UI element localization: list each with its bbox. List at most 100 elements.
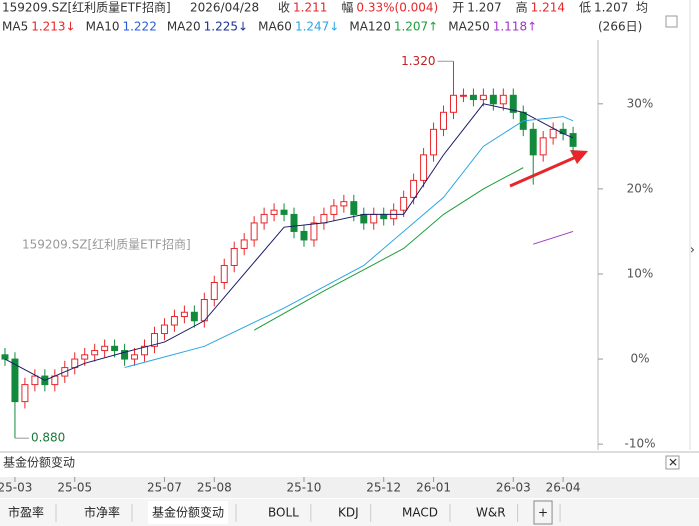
y-tick-label: 20% bbox=[627, 181, 654, 195]
candle-body bbox=[250, 222, 258, 241]
x-tick-label: 25-08 bbox=[197, 481, 232, 495]
ma-value: 1.207↑ bbox=[394, 20, 438, 34]
field-label: 低 bbox=[579, 1, 591, 15]
ma-line bbox=[533, 230, 574, 245]
candle-body bbox=[320, 213, 328, 224]
candle-body bbox=[141, 345, 149, 356]
tab[interactable]: MACD bbox=[402, 506, 438, 520]
period: (266日) bbox=[598, 20, 642, 34]
candle-body bbox=[131, 354, 139, 360]
panel-close[interactable] bbox=[665, 455, 680, 470]
field-label: 幅 bbox=[341, 0, 353, 15]
tab[interactable]: + bbox=[538, 506, 548, 520]
ma-name: MA5 bbox=[2, 20, 28, 34]
y-tick-label: -10% bbox=[624, 437, 655, 451]
date: 2026/04/28 bbox=[190, 1, 259, 15]
candle-body bbox=[101, 345, 109, 352]
panel-close-icon[interactable]: ✕ bbox=[668, 456, 678, 470]
candle-body bbox=[499, 94, 507, 105]
tab[interactable]: 市盈率 bbox=[8, 505, 44, 520]
ma-value: 1.222 bbox=[122, 20, 156, 34]
candle-body bbox=[1, 354, 9, 360]
candle-body bbox=[111, 345, 119, 352]
expand-arrow[interactable]: › bbox=[690, 243, 695, 257]
candle-body bbox=[360, 213, 368, 224]
candle-body bbox=[410, 179, 418, 198]
watermark: 159209.SZ[红利质量ETF招商] bbox=[22, 237, 191, 252]
candle-body bbox=[280, 209, 288, 215]
candle-body bbox=[220, 264, 228, 283]
candle-body bbox=[569, 133, 577, 147]
candle-body bbox=[190, 311, 198, 322]
trend-arrow bbox=[509, 150, 588, 188]
ma-value: 1.225↓ bbox=[204, 20, 248, 34]
field-value: 0.33%(0.004) bbox=[356, 1, 438, 15]
ma-name: MA10 bbox=[86, 20, 120, 34]
candle-body bbox=[260, 213, 268, 224]
candle-body bbox=[81, 354, 89, 360]
x-tick-label: 25-07 bbox=[147, 481, 182, 495]
ma-line bbox=[253, 167, 524, 331]
candle-body bbox=[440, 111, 448, 130]
ma-line bbox=[124, 116, 574, 369]
low-label: 0.880 bbox=[31, 431, 65, 445]
tab[interactable]: 市净率 bbox=[84, 505, 120, 520]
x-tick-label: 25-10 bbox=[287, 481, 322, 495]
code: 159209.SZ[红利质量ETF招商] bbox=[2, 0, 171, 15]
candle-body bbox=[21, 384, 29, 403]
tab-active[interactable] bbox=[148, 501, 229, 524]
candle-body bbox=[91, 350, 99, 356]
candle-body bbox=[400, 196, 408, 211]
candle-body bbox=[150, 333, 158, 347]
y-tick-label: 10% bbox=[627, 266, 654, 280]
arrow-head bbox=[570, 150, 588, 164]
date-strip bbox=[0, 477, 699, 498]
candle-body bbox=[459, 94, 467, 97]
ma-value: 1.247↓ bbox=[295, 20, 339, 34]
candle-body bbox=[370, 213, 378, 224]
x-tick-label: 26-03 bbox=[496, 481, 531, 495]
ma-name: MA60 bbox=[258, 20, 292, 34]
candle-body bbox=[529, 128, 537, 156]
ma-line bbox=[4, 103, 574, 381]
field-value: 1.207 bbox=[467, 1, 501, 15]
candle-body bbox=[180, 311, 188, 318]
tab[interactable]: KDJ bbox=[338, 506, 359, 520]
candle-body bbox=[240, 239, 248, 249]
field-value: 1.214 bbox=[531, 1, 565, 15]
candle-body bbox=[11, 358, 19, 403]
extra-field: 均 bbox=[636, 1, 648, 15]
candle-body bbox=[449, 94, 457, 113]
high-label: 1.320 bbox=[401, 54, 435, 68]
field-value: 1.211 bbox=[293, 1, 327, 15]
checkbox[interactable] bbox=[665, 15, 678, 28]
arrow-shaft bbox=[509, 155, 577, 188]
candle-body bbox=[270, 209, 278, 215]
candle-body bbox=[160, 324, 168, 335]
tab[interactable]: BOLL bbox=[268, 506, 299, 520]
tab-frame[interactable] bbox=[533, 500, 553, 525]
tab[interactable]: 基金份额变动 bbox=[152, 505, 224, 520]
x-tick-label: 26-04 bbox=[546, 481, 581, 495]
y-tick-label: 30% bbox=[627, 96, 654, 110]
panel-title: 基金份额变动 bbox=[3, 455, 75, 470]
candle-body bbox=[340, 201, 348, 207]
candle-body bbox=[300, 230, 308, 241]
x-tick-label: 25-03 bbox=[0, 481, 32, 495]
tab[interactable]: W&R bbox=[476, 506, 506, 520]
ma-value: 1.118↑ bbox=[493, 20, 537, 34]
candle-body bbox=[549, 128, 557, 139]
ma-name: MA250 bbox=[448, 20, 489, 34]
candle-body bbox=[310, 222, 318, 241]
ma-value: 1.213↓ bbox=[31, 20, 75, 34]
candle-body bbox=[489, 94, 497, 105]
candle-body bbox=[330, 205, 338, 215]
ma-name: MA20 bbox=[167, 20, 201, 34]
candle-body bbox=[31, 375, 39, 386]
candle-body bbox=[430, 128, 438, 156]
candle-body bbox=[539, 137, 547, 156]
field-label: 开 bbox=[452, 1, 464, 15]
field-label: 收 bbox=[278, 1, 290, 15]
